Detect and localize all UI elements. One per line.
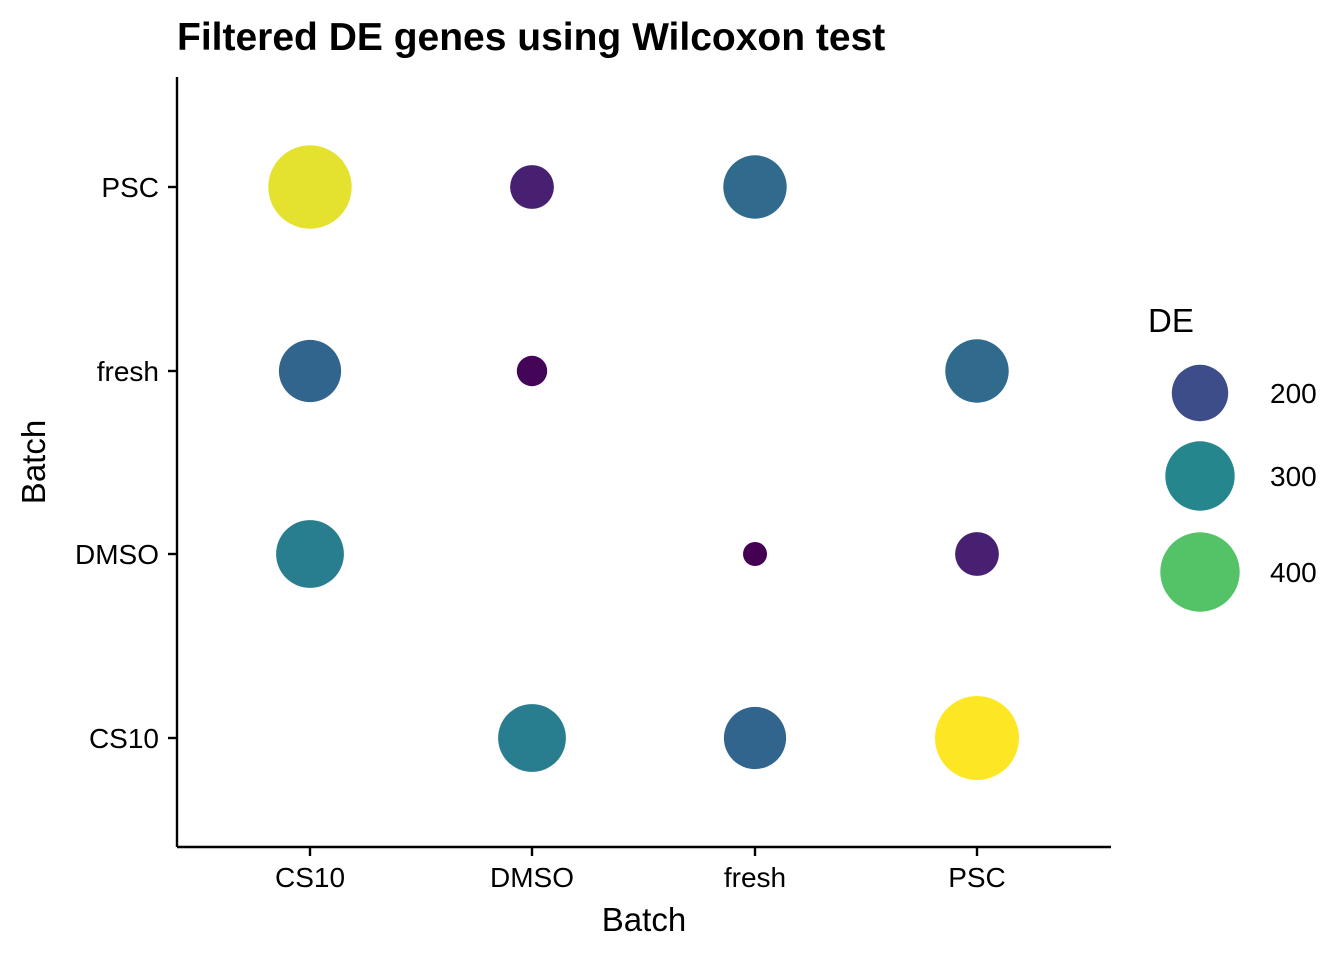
legend-title: DE bbox=[1148, 302, 1194, 339]
point-PSC-CS10 bbox=[935, 696, 1019, 780]
point-DMSO-CS10 bbox=[498, 704, 566, 772]
legend: DE 200 300 400 bbox=[1148, 302, 1317, 612]
x-axis-ticks: CS10 DMSO fresh PSC bbox=[275, 847, 1006, 893]
legend-label-300: 300 bbox=[1270, 461, 1317, 492]
y-tick-label-fresh: fresh bbox=[97, 356, 159, 387]
x-axis-title: Batch bbox=[602, 901, 686, 938]
x-tick-label-PSC: PSC bbox=[948, 862, 1006, 893]
y-axis-title: Batch bbox=[15, 420, 52, 504]
point-CS10-PSC bbox=[268, 145, 352, 229]
y-tick-label-PSC: PSC bbox=[101, 172, 159, 203]
y-axis-ticks: CS10 DMSO fresh PSC bbox=[75, 172, 177, 754]
y-tick-label-CS10: CS10 bbox=[89, 723, 159, 754]
point-fresh-DMSO bbox=[743, 542, 767, 566]
plot-panel bbox=[175, 77, 1111, 849]
point-DMSO-fresh bbox=[516, 355, 548, 387]
x-tick-label-fresh: fresh bbox=[724, 862, 786, 893]
point-DMSO-PSC bbox=[510, 165, 554, 209]
points-layer bbox=[268, 145, 1019, 780]
y-tick-label-DMSO: DMSO bbox=[75, 539, 159, 570]
point-fresh-PSC bbox=[723, 155, 787, 219]
legend-label-200: 200 bbox=[1270, 378, 1317, 409]
x-tick-label-DMSO: DMSO bbox=[490, 862, 574, 893]
point-CS10-DMSO bbox=[276, 520, 344, 588]
point-fresh-CS10 bbox=[723, 706, 787, 770]
point-CS10-fresh bbox=[278, 339, 342, 403]
legend-key-400 bbox=[1160, 532, 1240, 612]
chart-title: Filtered DE genes using Wilcoxon test bbox=[177, 16, 885, 59]
legend-key-200 bbox=[1171, 364, 1229, 422]
point-PSC-fresh bbox=[945, 339, 1009, 403]
point-PSC-DMSO bbox=[955, 532, 999, 576]
x-tick-label-CS10: CS10 bbox=[275, 862, 345, 893]
legend-key-300 bbox=[1165, 441, 1235, 511]
legend-label-400: 400 bbox=[1270, 557, 1317, 588]
